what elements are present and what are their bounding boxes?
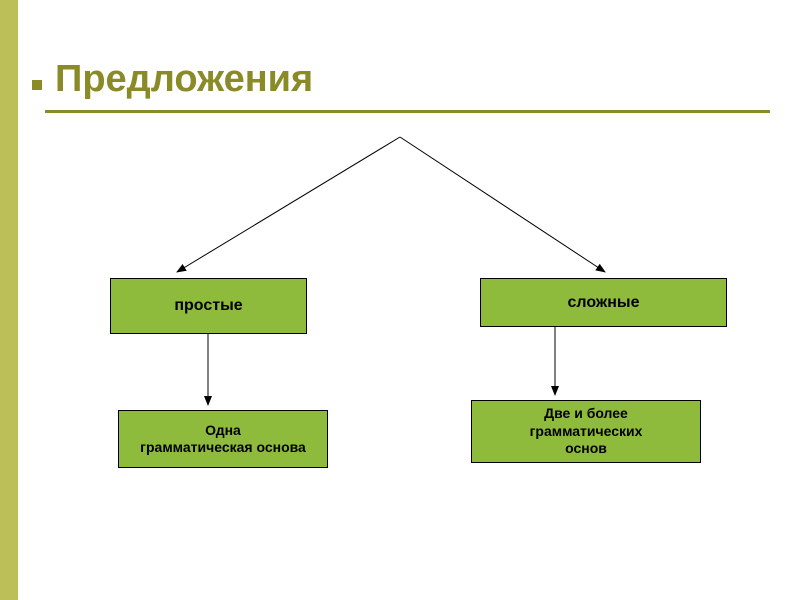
title-underline bbox=[45, 110, 770, 113]
node-one-basis: Однаграмматическая основа bbox=[118, 410, 328, 468]
node-label: сложные bbox=[568, 293, 640, 313]
node-label: простые bbox=[174, 296, 242, 316]
edge-root-complex bbox=[400, 137, 605, 272]
edge-root-simple bbox=[177, 137, 400, 272]
node-simple: простые bbox=[110, 278, 307, 334]
node-label: Две и болееграмматическихоснов bbox=[530, 405, 643, 458]
page-title: Предложения bbox=[55, 58, 313, 101]
left-accent-stripe bbox=[0, 0, 18, 600]
node-two-basis: Две и болееграмматическихоснов bbox=[471, 400, 701, 463]
node-complex: сложные bbox=[480, 278, 727, 327]
node-label: Однаграмматическая основа bbox=[140, 422, 306, 457]
title-bullet bbox=[32, 80, 42, 90]
